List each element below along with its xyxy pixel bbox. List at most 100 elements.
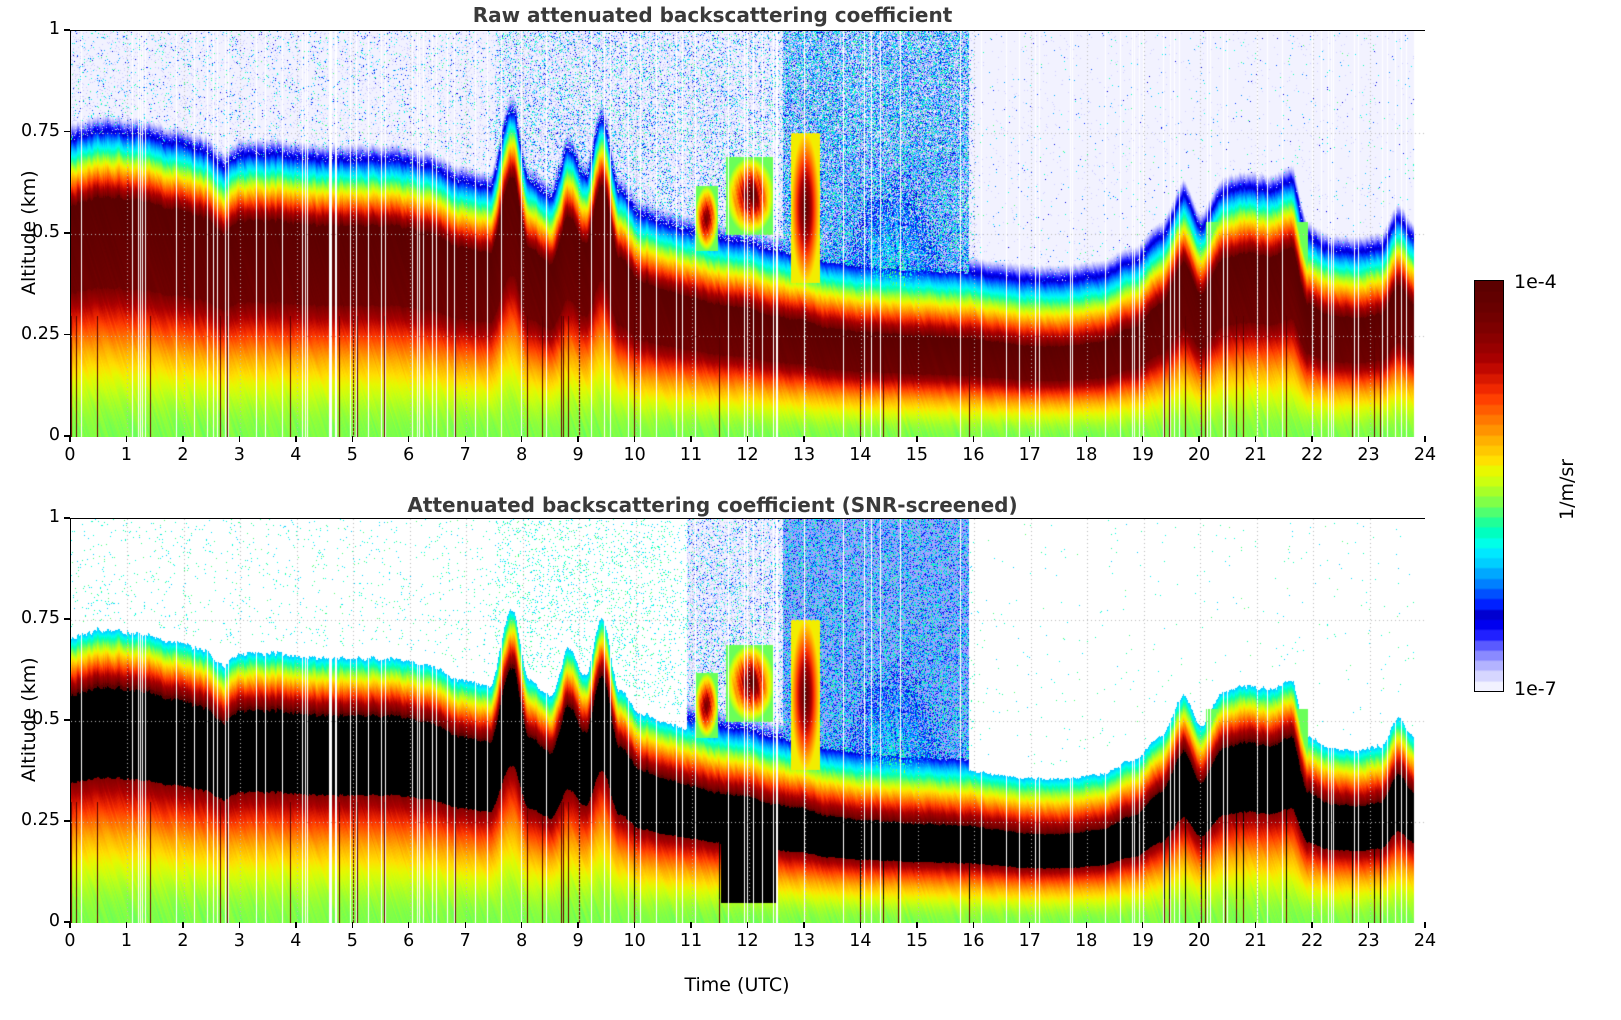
x-tick-mark bbox=[1424, 922, 1426, 928]
x-tick-mark bbox=[1142, 436, 1144, 442]
x-tick-mark bbox=[972, 922, 975, 928]
x-tick-mark bbox=[1029, 922, 1031, 928]
x-tick-label: 19 bbox=[1131, 931, 1154, 951]
y-tick-label: 0.25 bbox=[21, 323, 60, 344]
x-tick-label: 9 bbox=[572, 931, 584, 951]
x-tick-mark bbox=[182, 436, 184, 442]
x-tick-label: 7 bbox=[459, 445, 471, 465]
x-tick-mark bbox=[577, 436, 579, 442]
x-tick-mark bbox=[69, 922, 71, 928]
y-tick-label: 0.5 bbox=[32, 222, 60, 242]
x-tick-label: 7 bbox=[459, 931, 471, 951]
x-tick-label: 11 bbox=[679, 931, 703, 951]
y-tick-mark bbox=[64, 232, 70, 234]
x-tick-label: 16 bbox=[962, 445, 985, 465]
x-tick-label: 20 bbox=[1188, 445, 1211, 465]
y-tick-mark bbox=[64, 820, 70, 822]
x-tick-mark bbox=[1085, 922, 1087, 928]
x-tick-mark bbox=[125, 922, 128, 928]
x-tick-label: 15 bbox=[905, 931, 929, 951]
x-tick-mark bbox=[238, 436, 241, 442]
x-tick-mark bbox=[295, 436, 297, 442]
x-tick-mark bbox=[351, 922, 353, 928]
x-tick-label: 11 bbox=[679, 445, 703, 465]
plot-area-screened bbox=[70, 518, 1426, 923]
x-tick-label: 2 bbox=[177, 931, 189, 951]
x-tick-mark bbox=[1254, 922, 1257, 928]
y-tick-mark bbox=[64, 130, 70, 133]
x-tick-mark bbox=[182, 922, 184, 928]
y-tick-label: 0.25 bbox=[21, 810, 60, 830]
x-tick-label: 23 bbox=[1357, 931, 1380, 951]
x-tick-mark bbox=[633, 436, 636, 442]
x-tick-label: 10 bbox=[623, 445, 646, 465]
y-tick-mark bbox=[64, 618, 70, 620]
y-tick-label: 0.75 bbox=[21, 120, 60, 141]
x-tick-label: 21 bbox=[1244, 445, 1267, 465]
x-tick-mark bbox=[916, 436, 918, 442]
colorbar-min-label: 1e-7 bbox=[1514, 678, 1557, 700]
y-tick-mark bbox=[64, 921, 70, 923]
y-tick-mark bbox=[64, 719, 70, 721]
x-tick-label: 14 bbox=[849, 931, 872, 951]
y-tick-label: 0.75 bbox=[21, 608, 60, 628]
colorbar-unit-label: 1/m/sr bbox=[1556, 458, 1578, 520]
x-tick-label: 20 bbox=[1188, 931, 1211, 951]
colorbar-gradient bbox=[1474, 280, 1504, 692]
x-tick-mark bbox=[408, 436, 410, 442]
heatmap-canvas-screened bbox=[71, 519, 1426, 923]
x-tick-mark bbox=[1367, 922, 1370, 928]
y-tick-mark bbox=[64, 517, 70, 519]
heatmap-canvas-raw bbox=[71, 31, 1426, 437]
y-tick-label: 0 bbox=[48, 911, 60, 931]
x-tick-mark bbox=[1311, 922, 1313, 928]
y-tick-mark bbox=[64, 29, 70, 31]
y-tick-label: 0.5 bbox=[32, 709, 60, 729]
x-tick-label: 3 bbox=[233, 445, 245, 465]
x-tick-label: 18 bbox=[1075, 445, 1098, 465]
x-tick-label: 3 bbox=[233, 931, 245, 951]
colorbar-max-label: 1e-4 bbox=[1514, 271, 1557, 293]
x-tick-mark bbox=[633, 922, 636, 928]
x-tick-label: 19 bbox=[1131, 445, 1154, 465]
x-tick-label: 5 bbox=[346, 445, 358, 465]
x-tick-mark bbox=[408, 922, 410, 928]
x-tick-label: 2 bbox=[177, 445, 189, 465]
y-tick-mark bbox=[64, 435, 70, 437]
y-tick-label: 1 bbox=[48, 19, 60, 39]
x-tick-mark bbox=[916, 922, 918, 928]
plot-area-raw bbox=[70, 30, 1426, 437]
x-tick-label: 24 bbox=[1413, 445, 1437, 465]
x-tick-mark bbox=[746, 436, 749, 442]
x-tick-label: 10 bbox=[623, 931, 646, 951]
x-tick-label: 22 bbox=[1300, 445, 1324, 465]
colorbar bbox=[1474, 280, 1504, 692]
x-tick-label: 9 bbox=[572, 445, 584, 465]
x-tick-mark bbox=[803, 922, 805, 928]
x-tick-label: 14 bbox=[849, 445, 872, 465]
x-tick-mark bbox=[803, 436, 805, 442]
x-tick-label: 23 bbox=[1357, 445, 1380, 465]
x-tick-label: 22 bbox=[1300, 931, 1324, 951]
x-tick-mark bbox=[1424, 436, 1426, 442]
x-tick-label: 5 bbox=[346, 931, 358, 951]
x-tick-label: 12 bbox=[736, 445, 759, 465]
x-tick-mark bbox=[1142, 922, 1144, 928]
panel-title-raw: Raw attenuated backscattering coefficien… bbox=[472, 3, 953, 27]
x-tick-mark bbox=[1254, 436, 1257, 442]
x-tick-label: 13 bbox=[792, 931, 816, 951]
x-tick-label: 4 bbox=[290, 931, 302, 951]
x-tick-mark bbox=[295, 922, 297, 928]
x-axis-title: Time (UTC) bbox=[684, 974, 790, 996]
x-tick-label: 16 bbox=[962, 931, 985, 951]
x-tick-mark bbox=[690, 922, 692, 928]
x-tick-label: 17 bbox=[1018, 445, 1041, 465]
x-tick-mark bbox=[69, 436, 71, 442]
x-tick-mark bbox=[859, 922, 862, 928]
x-tick-mark bbox=[520, 436, 523, 442]
x-tick-mark bbox=[1198, 436, 1200, 442]
x-tick-mark bbox=[125, 436, 128, 442]
x-tick-label: 15 bbox=[905, 445, 929, 465]
x-tick-label: 8 bbox=[516, 445, 528, 465]
